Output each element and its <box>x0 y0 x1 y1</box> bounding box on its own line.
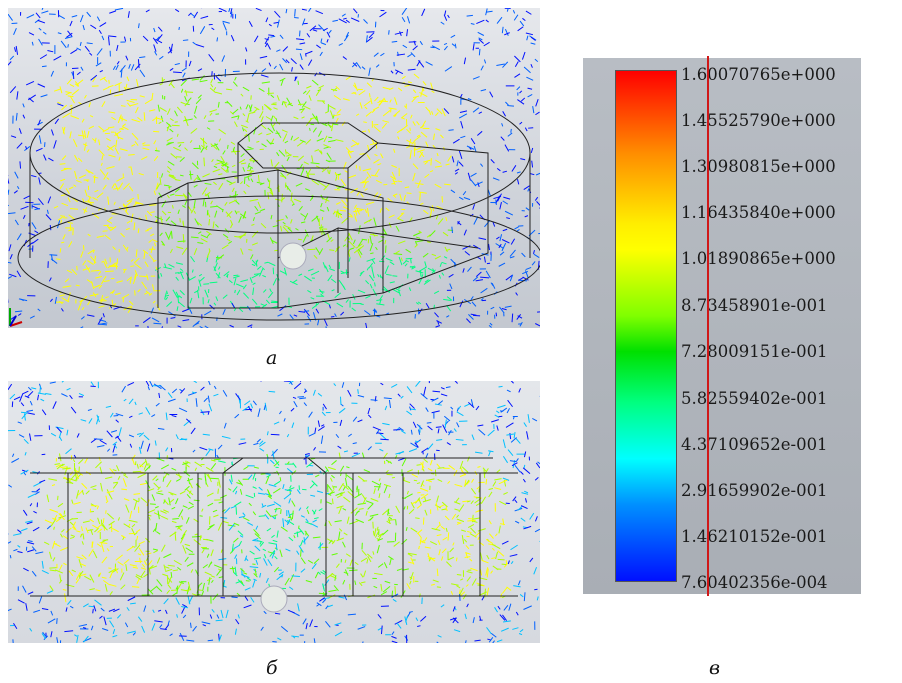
field-perspective-svg <box>8 8 540 328</box>
field-side-svg <box>8 381 540 643</box>
legend-label: 8.73458901e-001 <box>681 296 828 315</box>
legend-label: 1.46210152e-001 <box>681 527 828 546</box>
cursor-line <box>707 56 709 596</box>
legend-label: 1.01890865e+000 <box>681 249 836 268</box>
caption-b: б <box>266 657 278 679</box>
axis-triad-icon <box>9 308 23 327</box>
legend-label: 2.91659902e-001 <box>681 481 828 500</box>
legend-label: 1.30980815e+000 <box>681 157 836 176</box>
wireframe-a <box>17 72 540 321</box>
legend-label: 5.82559402e-001 <box>681 389 828 408</box>
origin-sphere <box>279 242 307 270</box>
legend-label: 1.16435840e+000 <box>681 203 836 222</box>
legend-label: 1.60070765e+000 <box>681 65 836 84</box>
legend-label: 7.60402356e-004 <box>681 573 828 592</box>
vector-arrows-b <box>8 381 540 643</box>
color-scale-bar <box>615 70 677 582</box>
wireframe-b <box>30 457 518 597</box>
color-legend: 1.60070765e+000 1.45525790e+000 1.309808… <box>583 56 861 596</box>
vector-arrows-a <box>8 8 540 328</box>
field-view-side <box>8 381 540 643</box>
caption-a: а <box>266 347 278 369</box>
legend-label: 7.28009151e-001 <box>681 342 828 361</box>
origin-sphere <box>260 585 288 613</box>
legend-label: 4.37109652e-001 <box>681 435 828 454</box>
caption-c: в <box>709 657 721 679</box>
field-view-perspective <box>8 8 540 328</box>
legend-label: 1.45525790e+000 <box>681 111 836 130</box>
